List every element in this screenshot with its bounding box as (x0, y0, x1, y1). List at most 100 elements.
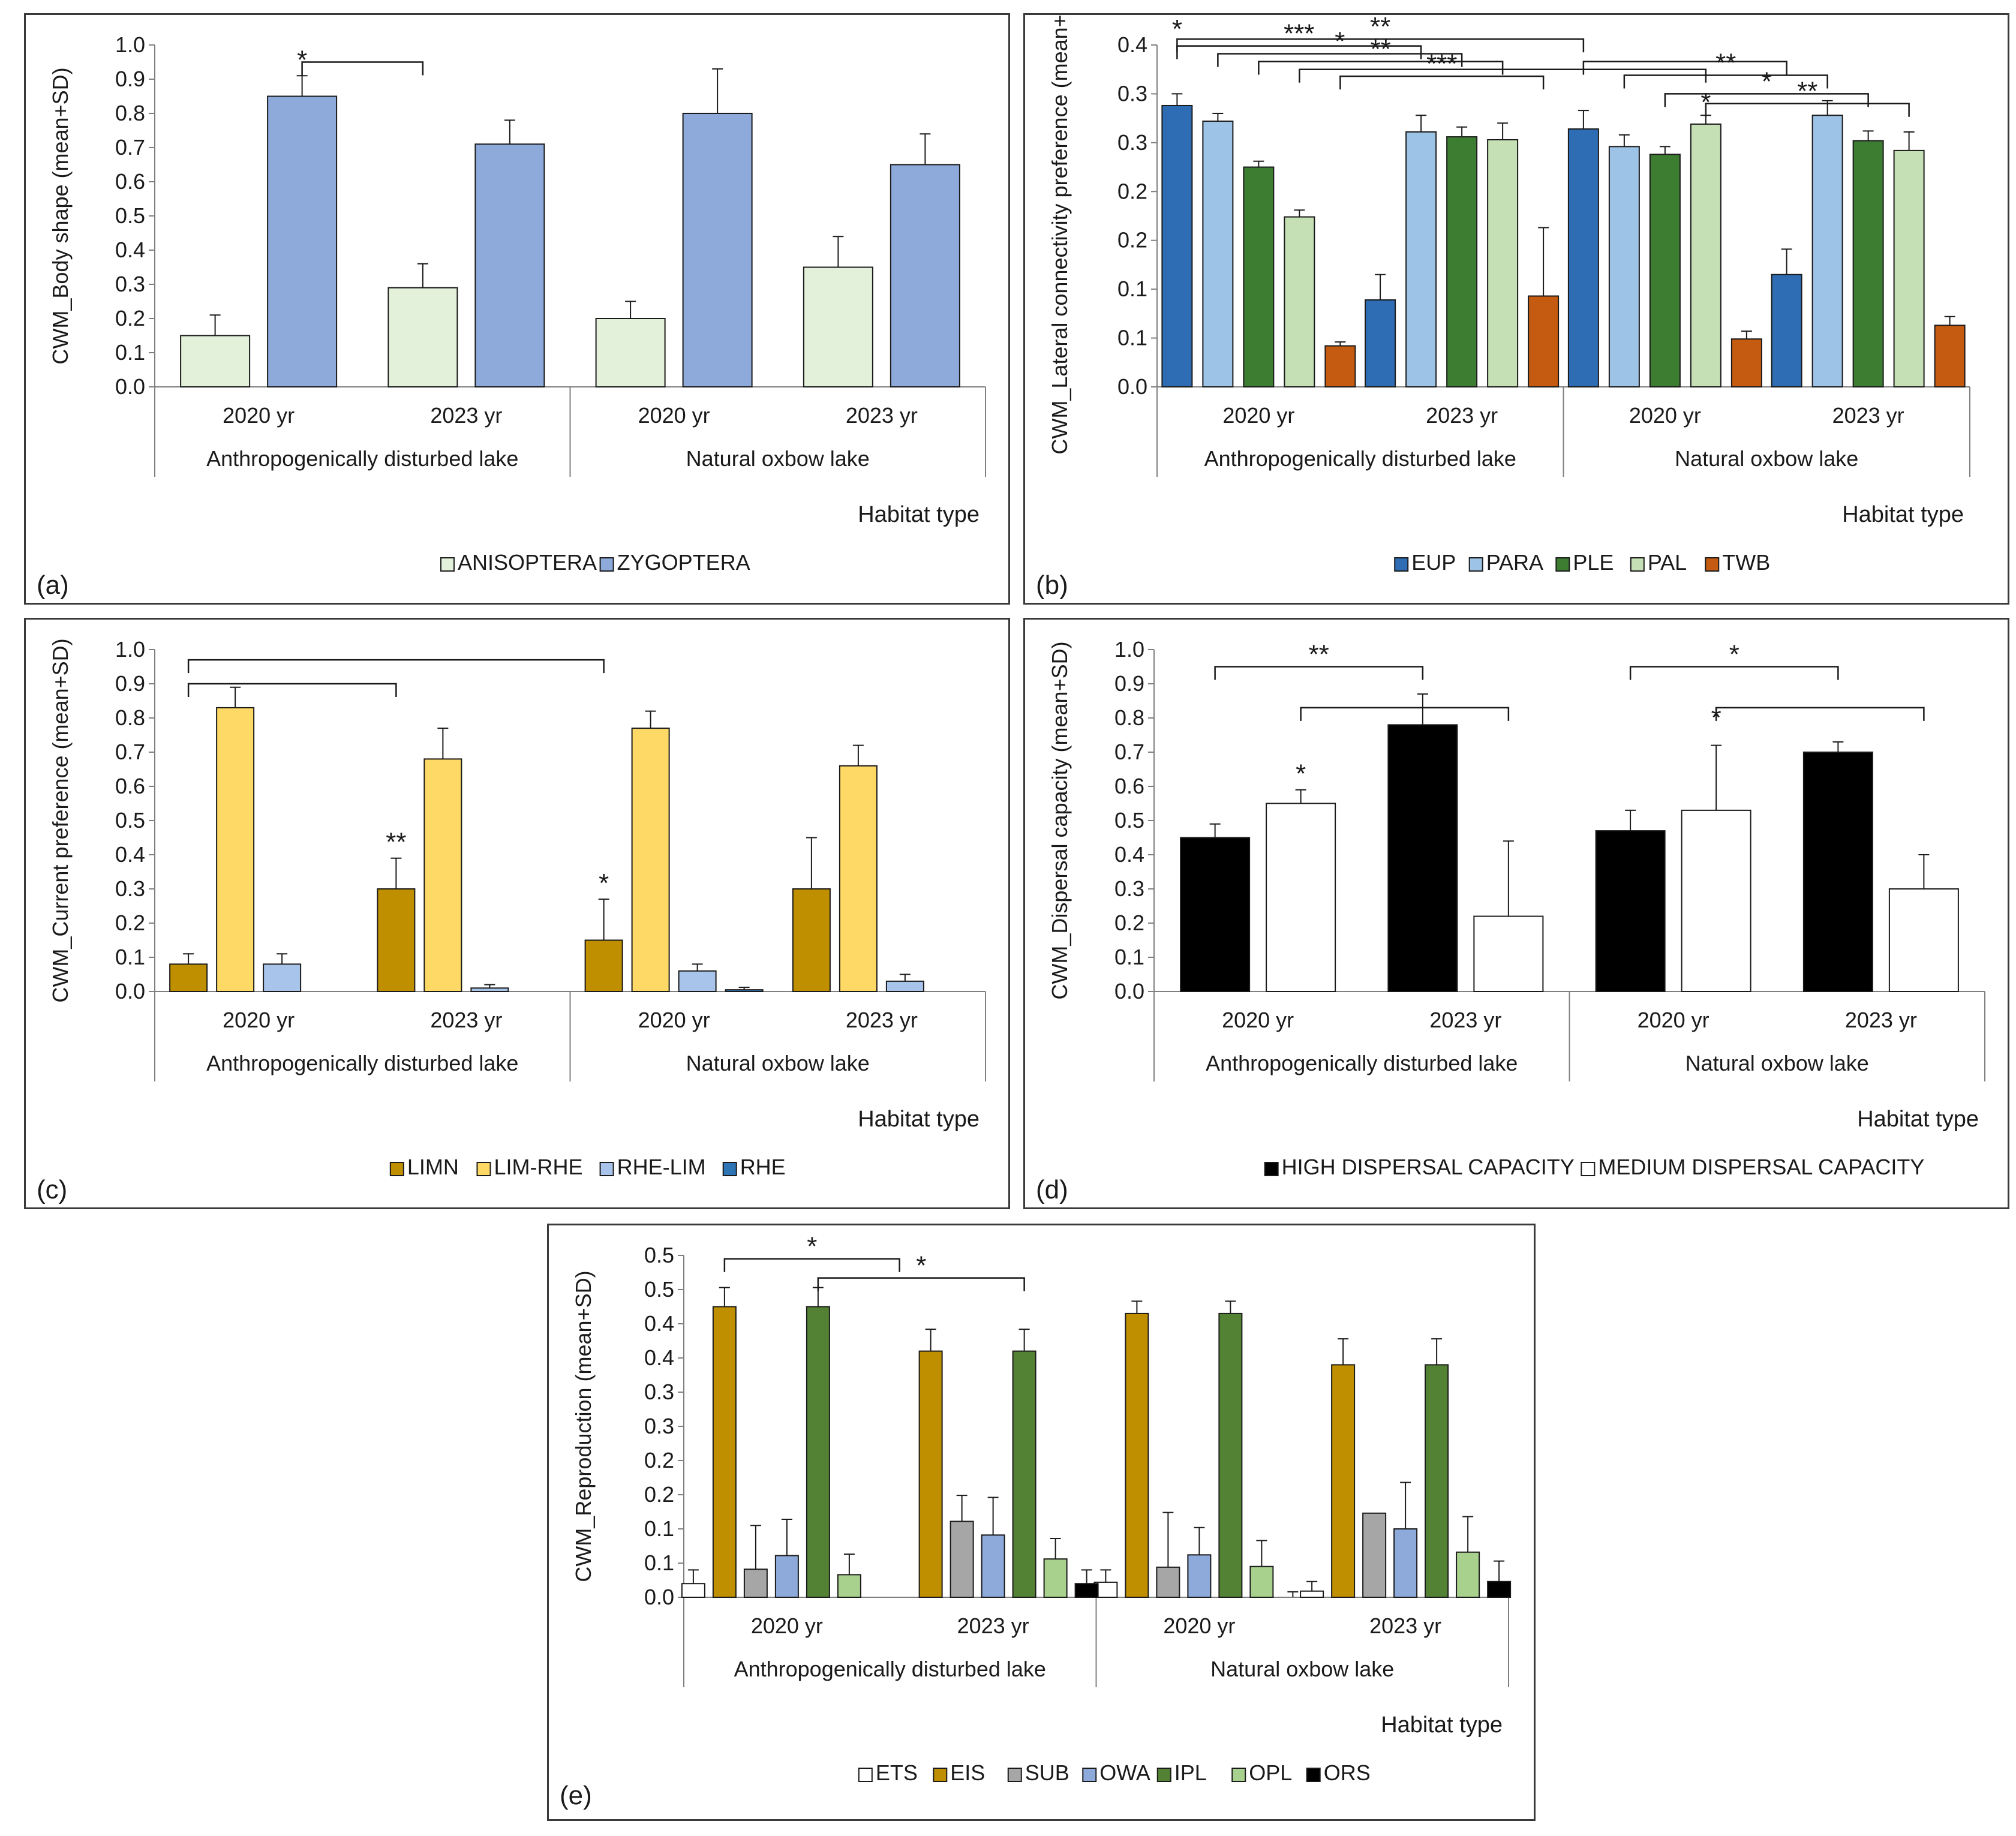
legend-label: EUP (1411, 550, 1456, 575)
bar (1487, 139, 1519, 387)
y-tick-label: 0.2 (644, 1482, 674, 1507)
bar (1012, 1350, 1036, 1598)
bracket-label: ** (1797, 77, 1817, 106)
y-tick-label: 0.2 (115, 306, 145, 330)
x-category-label: 2023 yr (430, 403, 502, 428)
significance-star: * (1711, 703, 1721, 732)
bar (1187, 1554, 1212, 1598)
bracket-label: ** (1309, 640, 1329, 669)
bar (1456, 1551, 1480, 1598)
x-axis-title: Habitat type (858, 1107, 980, 1132)
bar (1690, 123, 1721, 388)
legend-swatch (440, 557, 455, 572)
panel-label: (a) (37, 570, 69, 600)
significance-bracket (723, 1258, 900, 1272)
y-tick-label: 0.3 (115, 876, 145, 901)
bar (1074, 1583, 1099, 1598)
bar (1649, 154, 1681, 387)
legend-swatch (476, 1162, 491, 1176)
bar (1300, 1590, 1324, 1598)
bar (1362, 1512, 1387, 1598)
bar (678, 970, 717, 992)
bracket-label: * (1729, 640, 1739, 669)
x-category-label: 2020 yr (638, 403, 710, 428)
bar (631, 728, 670, 992)
y-tick-label: 0.1 (644, 1516, 674, 1541)
y-tick-label: 0.2 (1114, 911, 1144, 935)
bar (1487, 1580, 1512, 1598)
bar (1567, 128, 1599, 388)
bar (1365, 299, 1396, 387)
bar (839, 765, 878, 993)
bracket-label: * (916, 1251, 926, 1281)
x-category-label: 2020 yr (1163, 1613, 1235, 1638)
y-tick-label: 0.1 (115, 945, 145, 969)
bar (584, 939, 623, 992)
x-group-label: Natural oxbow lake (1675, 446, 1858, 471)
y-tick-label: 0.3 (1114, 876, 1144, 901)
significance-star: * (297, 45, 307, 74)
x-group-label: Anthropogenically disturbed lake (734, 1657, 1046, 1681)
x-category-label: 2023 yr (430, 1008, 502, 1032)
bar (837, 1574, 861, 1598)
panel-e: 0.0 0.1 0.1 0.2 0.2 0.3 0.3 0.4 0.4 0.5 0.5 CWM_Rep… (547, 1224, 1536, 1821)
legend-swatch (1394, 557, 1409, 572)
bracket-label: ** (1371, 35, 1391, 64)
bar (885, 980, 924, 993)
legend-label: ZYGOPTERA (617, 550, 750, 575)
y-axis-title: CWM_Current preference (mean+SD) (48, 638, 73, 1002)
bar (774, 1555, 799, 1598)
y-tick-label: 0.9 (115, 67, 145, 91)
legend-label: RHE-LIM (617, 1155, 706, 1179)
bracket-label: * (1762, 67, 1772, 96)
bar (1893, 149, 1925, 387)
bar (423, 758, 462, 992)
bar (806, 1306, 830, 1598)
bar (1811, 115, 1843, 387)
chart-a: 0.0 0.1 0.2 0.3 0.4 0.5 0.6 0.7 0.8 0.9 1.0 CWM_Bod… (37, 32, 986, 600)
bar (1888, 888, 1959, 992)
legend-label: RHE (740, 1155, 786, 1179)
y-tick-label: 0.6 (1114, 774, 1144, 798)
x-axis-title: Habitat type (1842, 502, 1964, 527)
legend-swatch (1264, 1162, 1279, 1176)
y-tick-label: 1.0 (115, 32, 145, 57)
y-tick-label: 0.6 (115, 169, 145, 194)
significance-star: * (599, 869, 609, 898)
x-axis-title: Habitat type (858, 502, 980, 527)
y-tick-label: 0.0 (1114, 979, 1144, 1003)
y-tick-label: 0.1 (1114, 945, 1144, 969)
x-category-label: 2023 yr (957, 1613, 1029, 1638)
legend-label: LIMN (407, 1155, 459, 1179)
legend-swatch (1156, 1768, 1171, 1782)
bar (1324, 345, 1356, 387)
y-tick-label: 0.3 (1117, 130, 1147, 155)
bar (216, 707, 255, 992)
y-tick-label: 0.7 (1114, 740, 1144, 764)
panel-d: 0.0 0.1 0.2 0.3 0.4 0.5 0.6 0.7 0.8 0.9 1.0 CWM_Dis… (1023, 618, 2009, 1209)
legend-swatch (1306, 1768, 1321, 1782)
legend-label: TWB (1722, 550, 1770, 575)
bar (1202, 121, 1234, 387)
bar (1180, 837, 1251, 992)
bracket-label: ** (1715, 48, 1736, 77)
bracket-label: * (1335, 27, 1345, 56)
legend-swatch (933, 1768, 948, 1782)
significance-bracket (817, 1277, 1025, 1291)
x-category-label: 2020 yr (751, 1613, 823, 1638)
bar (263, 963, 302, 993)
y-tick-label: 0.3 (644, 1414, 674, 1438)
significance-bracket (1217, 53, 1463, 67)
bar (1156, 1566, 1180, 1598)
y-tick-label: 0.2 (644, 1448, 674, 1473)
y-tick-label: 0.3 (1117, 81, 1147, 106)
y-tick-label: 0.4 (1114, 842, 1144, 867)
bar (169, 963, 208, 993)
bracket-label: *** (1284, 19, 1314, 49)
x-category-label: 2023 yr (1845, 1008, 1917, 1032)
legend-swatch (389, 1162, 404, 1176)
y-tick-label: 0.1 (1117, 326, 1147, 350)
bar (1125, 1312, 1149, 1598)
legend-label: OPL (1249, 1760, 1292, 1785)
legend-swatch (1581, 1162, 1596, 1176)
